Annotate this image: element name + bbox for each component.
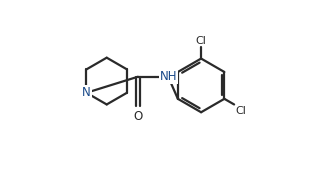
Text: O: O: [133, 110, 142, 123]
Text: Cl: Cl: [236, 106, 247, 116]
Text: Cl: Cl: [196, 36, 207, 46]
Text: NH: NH: [159, 70, 177, 83]
Text: N: N: [82, 86, 91, 99]
